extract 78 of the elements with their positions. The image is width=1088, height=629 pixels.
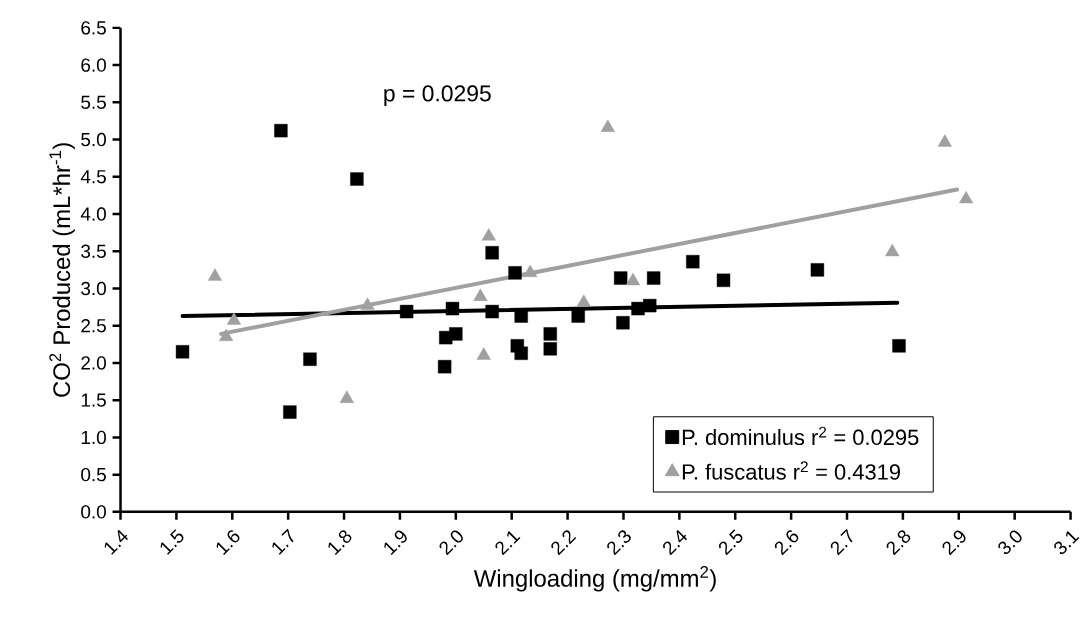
point (600, 119, 615, 132)
point (937, 134, 952, 147)
point (716, 273, 731, 287)
x-tick-label: 2.6 (774, 530, 799, 556)
point (339, 390, 354, 403)
x-tick-label: 2.9 (942, 530, 966, 556)
y-tick-label: 0.5 (81, 467, 106, 482)
point (476, 347, 491, 360)
x-tick-label: 1.8 (328, 530, 352, 555)
x-tick-label: 2.4 (663, 529, 688, 556)
point (631, 301, 645, 316)
point (360, 297, 375, 310)
point (283, 405, 297, 419)
point (625, 272, 641, 286)
point (958, 190, 974, 204)
point (219, 328, 234, 341)
point (207, 268, 223, 281)
point (892, 338, 906, 353)
point (810, 263, 825, 277)
point (576, 294, 591, 307)
x-tick-label: 3.0 (998, 530, 1022, 554)
point (523, 264, 538, 277)
y-tick-label: 3.5 (81, 244, 106, 258)
x-tick-label: 1.4 (104, 529, 129, 555)
legend-label: P. dominulus r$^{2}$ = 0.0295 (682, 426, 919, 445)
point (571, 309, 585, 323)
point (449, 327, 463, 341)
point (303, 352, 317, 366)
y-tick-label: 6.0 (81, 58, 106, 72)
point (614, 271, 628, 285)
point (686, 254, 700, 269)
y-tick-label: 2.0 (81, 356, 106, 370)
y-tick-label: 6.5 (81, 21, 106, 35)
x-tick-label: 2.2 (551, 530, 577, 556)
x-tick-label: 3.1 (1054, 530, 1080, 554)
point (543, 341, 557, 356)
y-tick-label: 5.5 (81, 95, 106, 109)
y-tick-label: 1.0 (81, 430, 106, 444)
point (175, 344, 190, 359)
annotation: p = 0.0295 (384, 85, 491, 106)
x-tick-label: 2.1 (495, 530, 521, 556)
y-tick-label: 0.0 (81, 504, 106, 519)
point (350, 172, 364, 186)
point (445, 301, 460, 316)
point (226, 312, 242, 325)
point (274, 123, 288, 138)
point (514, 309, 528, 323)
x-tick-label: 2.5 (718, 529, 743, 556)
x-tick-label: 2.7 (830, 528, 853, 556)
x-tick-label: 1.5 (160, 528, 184, 555)
point (508, 265, 522, 280)
point (437, 359, 452, 374)
point (473, 288, 488, 301)
x-tick-label: 2.8 (886, 530, 911, 556)
y-tick-label: 5.0 (81, 132, 106, 147)
x-tick-label: 1.9 (384, 530, 407, 555)
y-tick-label: 4.0 (80, 207, 106, 221)
x-tick-label: 1.6 (216, 530, 240, 555)
point (885, 243, 900, 256)
y-tick-label: 1.5 (81, 393, 106, 407)
point (485, 304, 499, 319)
legend-label: P. fuscatus r$^{2}$ = 0.4319 (682, 461, 900, 480)
y-tick-label: 4.5 (80, 170, 106, 184)
x-tick-label: 2.0 (439, 530, 463, 556)
point (616, 315, 630, 330)
x-axis-title: Wingloading (mg/mm$^{2}$) (473, 565, 716, 592)
point (646, 271, 661, 285)
y-tick-label: 3.0 (81, 281, 106, 295)
y-tick-label: 2.5 (81, 318, 106, 333)
point (485, 245, 499, 260)
point (514, 346, 528, 360)
point (399, 304, 414, 319)
y-axis-title: CO$^{2}$ Produced (mL*hr$^{-1}$) (49, 143, 75, 397)
point (543, 327, 557, 341)
x-tick-label: 2.3 (607, 530, 631, 556)
point (643, 298, 657, 313)
x-tick-label: 1.7 (272, 528, 294, 555)
point (481, 228, 496, 241)
